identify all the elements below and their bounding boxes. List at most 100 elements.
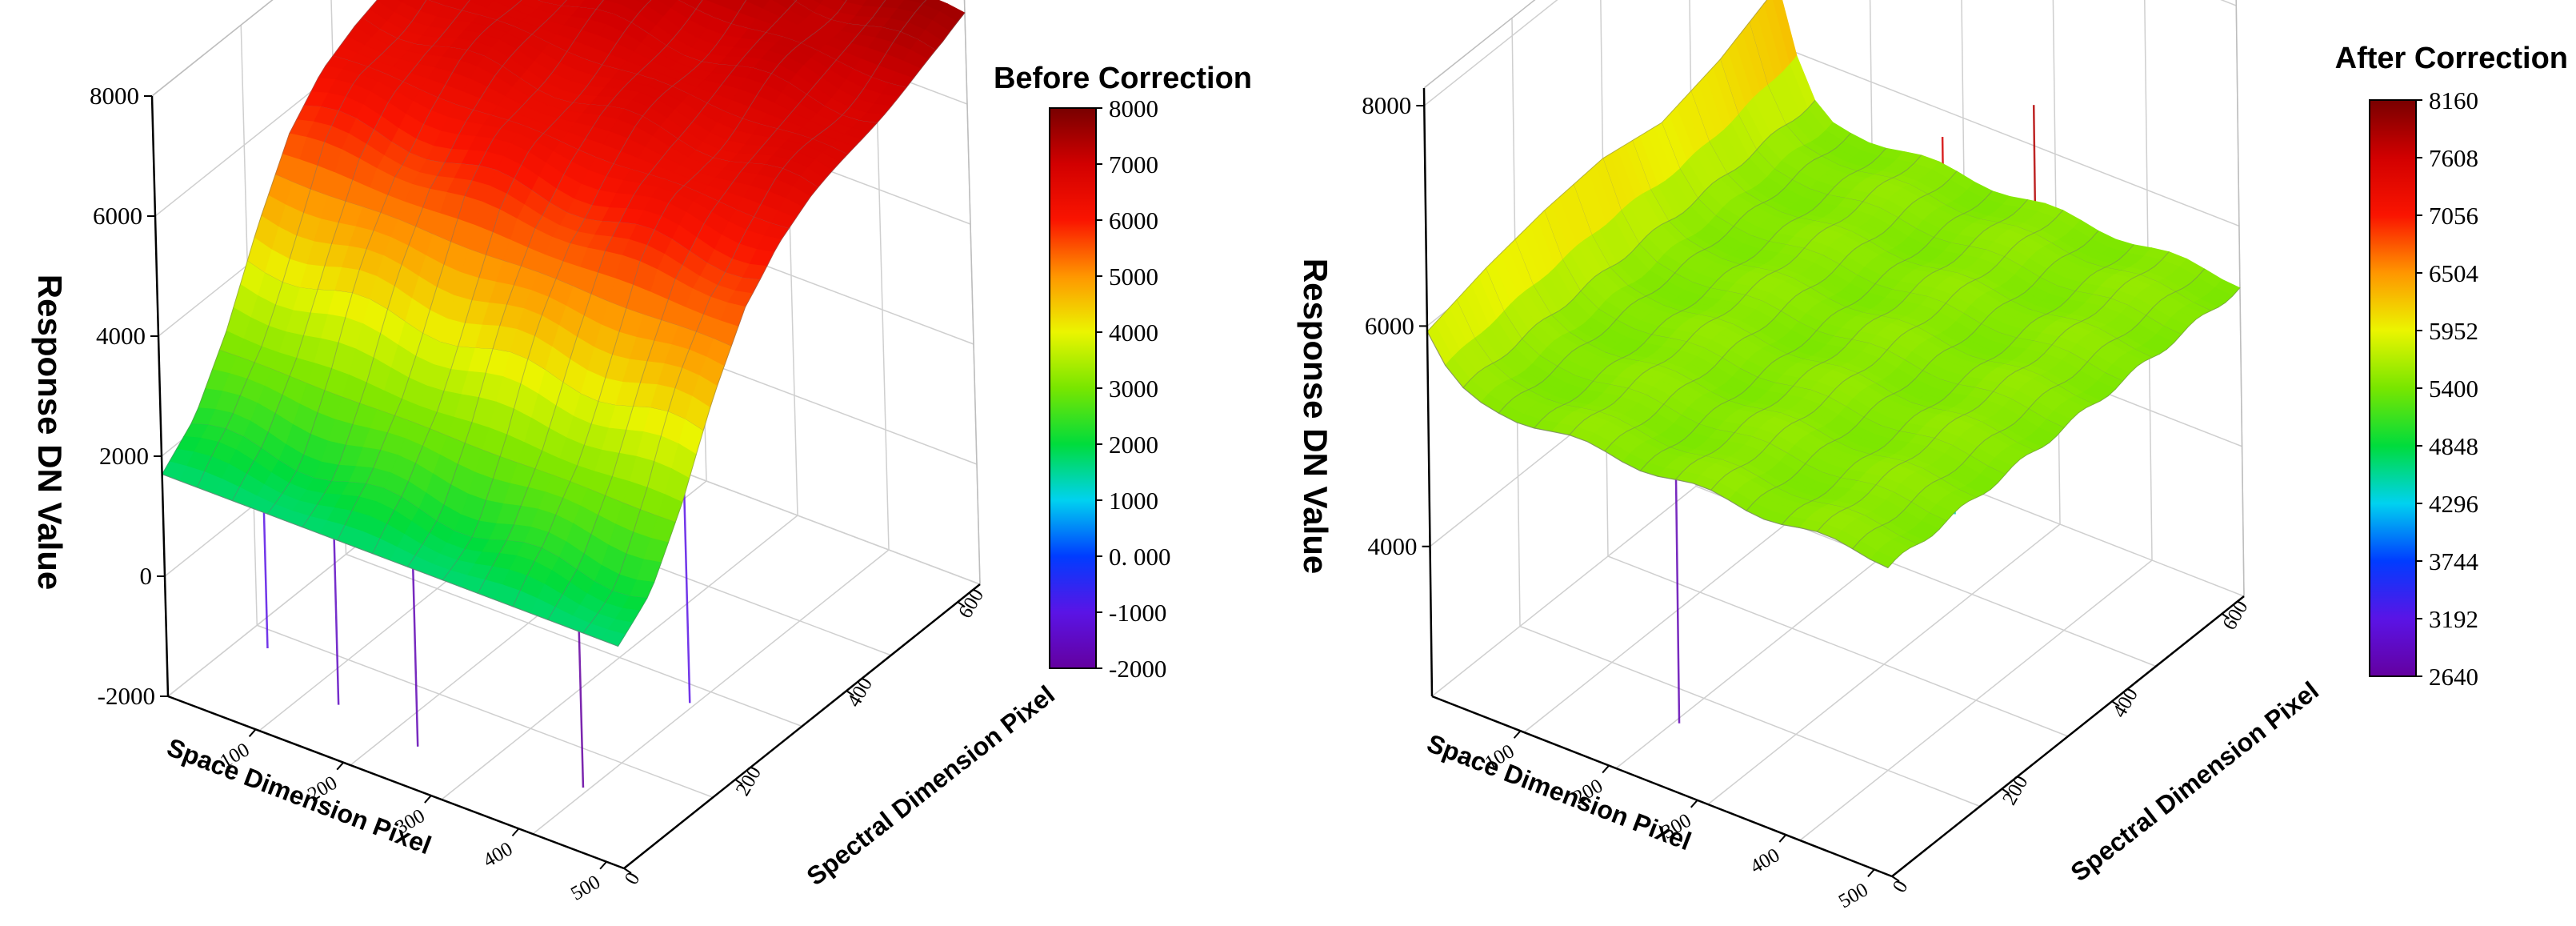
colorbar-tick-label: 3192 — [2429, 605, 2478, 633]
surface-mesh-line — [1887, 287, 2241, 568]
space-tick-mark — [1867, 868, 1875, 878]
surface-mesh-line — [547, 0, 886, 620]
space-tick-mark — [599, 861, 607, 870]
spectral-tick-mark — [1891, 876, 1900, 882]
box-edge — [2235, 0, 2245, 597]
z-tick-label: 2000 — [99, 442, 149, 470]
chart-title: Before Correction — [994, 62, 1252, 95]
spectral-tick-mark — [2221, 613, 2230, 619]
wall-grid-line — [1423, 0, 2237, 106]
spectral-tick-label: 600 — [954, 585, 988, 622]
spectral-axis-line — [623, 583, 981, 869]
floor-grid-line — [346, 553, 802, 728]
colorbar-tick-label: 4000 — [1109, 319, 1158, 347]
colorbar-tick-label: 3000 — [1109, 375, 1158, 403]
chart-title: After Correction — [2335, 42, 2568, 75]
colorbar-tick-label: 5000 — [1109, 263, 1158, 291]
surface-mesh-line — [1710, 210, 2064, 491]
z-tick-label: -2000 — [98, 682, 155, 710]
surface-mesh-line — [231, 0, 470, 501]
surface-mesh-line — [162, 0, 378, 475]
z-tick-label: 0 — [140, 562, 153, 590]
floor-grid-line — [256, 624, 714, 798]
spectral-tick-mark — [2111, 700, 2120, 708]
colorbar-tick-label: 8160 — [2429, 86, 2478, 114]
surface-mesh-line — [1781, 244, 2134, 525]
surface-mesh-line — [1569, 154, 1922, 435]
space-tick-mark — [1513, 730, 1522, 739]
colorbar-tick-label: 6504 — [2429, 259, 2479, 287]
spectral-tick-mark — [734, 779, 743, 785]
colorbar-tick-label: 0. 000 — [1109, 543, 1171, 571]
spectral-tick-label: 0 — [621, 869, 645, 888]
space-axis-title: Space Dimension Pixel — [1423, 728, 1695, 856]
surface-mesh-line — [337, 0, 605, 541]
space-tick-label: 500 — [567, 872, 604, 905]
space-tick-mark — [1690, 800, 1698, 808]
spectral-axis-title: Spectral Dimension Pixel — [801, 679, 1059, 891]
z-axis-line — [1422, 87, 1434, 697]
space-tick-label: 400 — [479, 838, 516, 872]
space-tick-mark — [1602, 764, 1610, 774]
box-edge — [963, 0, 981, 585]
surface-mesh-line — [442, 0, 747, 581]
surface-mesh-line — [302, 0, 567, 527]
space-tick-mark — [1778, 834, 1787, 843]
z-axis-title: Response DN Value — [1297, 259, 1334, 574]
colorbar-tick-label: -1000 — [1109, 599, 1166, 627]
colorbar-tick-label: 4296 — [2429, 490, 2478, 518]
space-axis-line — [1431, 695, 1893, 878]
colorbar-tick-label: 2640 — [2429, 663, 2478, 691]
surface-mesh-line — [512, 0, 847, 607]
colorbar-tick-label: 2000 — [1109, 431, 1158, 459]
spike-line — [1674, 435, 1681, 724]
floor-grid-line — [1607, 555, 2069, 737]
space-tick-mark — [248, 728, 257, 738]
colorbar-tick-label: 5400 — [2429, 375, 2478, 403]
space-tick-label: 500 — [1835, 879, 1872, 912]
z-tick-label: 6000 — [93, 202, 142, 230]
floor-grid-line — [1519, 625, 1981, 808]
colorbar-tick-label: 5952 — [2429, 317, 2478, 345]
spectral-tick-mark — [2001, 788, 2010, 795]
surface-mesh-line — [266, 0, 522, 515]
space-axis-line — [167, 695, 625, 870]
z-axis-line — [150, 95, 170, 697]
spectral-tick-label: 200 — [1998, 772, 2032, 809]
surface-mesh-line — [1462, 100, 1816, 388]
surface-mesh-line — [1498, 133, 1851, 414]
surface-mesh-line — [477, 0, 798, 594]
colorbar-tick-label: 7608 — [2429, 144, 2478, 172]
colorbar-tick-label: 3744 — [2429, 547, 2479, 575]
surface-mesh-line — [1816, 251, 2170, 532]
spectral-tick-mark — [623, 868, 632, 874]
surface-mesh-line — [582, 0, 927, 634]
z-tick-label: 6000 — [1365, 311, 1414, 339]
after-correction-panel: 8000 6000 4000 100 200 300 400 500 0 200 400 600 Res… — [1288, 0, 2576, 926]
spectral-tick-label: 200 — [732, 763, 766, 800]
colorbar-gradient — [1049, 107, 1097, 669]
surface-mesh-line — [196, 0, 427, 488]
surface-patch — [513, 0, 522, 3]
surface-mesh-line — [1746, 230, 2099, 511]
z-tick-label: 4000 — [1368, 532, 1418, 560]
z-axis-title: Response DN Value — [31, 275, 69, 590]
spectral-tick-label: 400 — [843, 674, 877, 711]
spectral-tick-mark — [846, 690, 854, 696]
surface-mesh-line — [1639, 190, 1993, 471]
surface-mesh-line — [618, 12, 966, 647]
surface-mesh-line — [1426, 0, 1768, 332]
surface-mesh-line — [1604, 170, 1958, 452]
spectral-tick-label: 400 — [2109, 684, 2142, 721]
box-edge — [151, 0, 274, 97]
colorbar-tick-label: 6000 — [1109, 206, 1158, 235]
space-axis-title: Space Dimension Pixel — [163, 732, 435, 860]
colorbar-tick-label: 4848 — [2429, 432, 2478, 460]
box-edge — [1423, 0, 1536, 89]
colorbar-tick-label: 7000 — [1109, 150, 1158, 178]
space-tick-mark — [511, 828, 520, 837]
surface-mesh-line — [372, 0, 652, 554]
colorbar-tick-label: 8000 — [1109, 94, 1158, 122]
